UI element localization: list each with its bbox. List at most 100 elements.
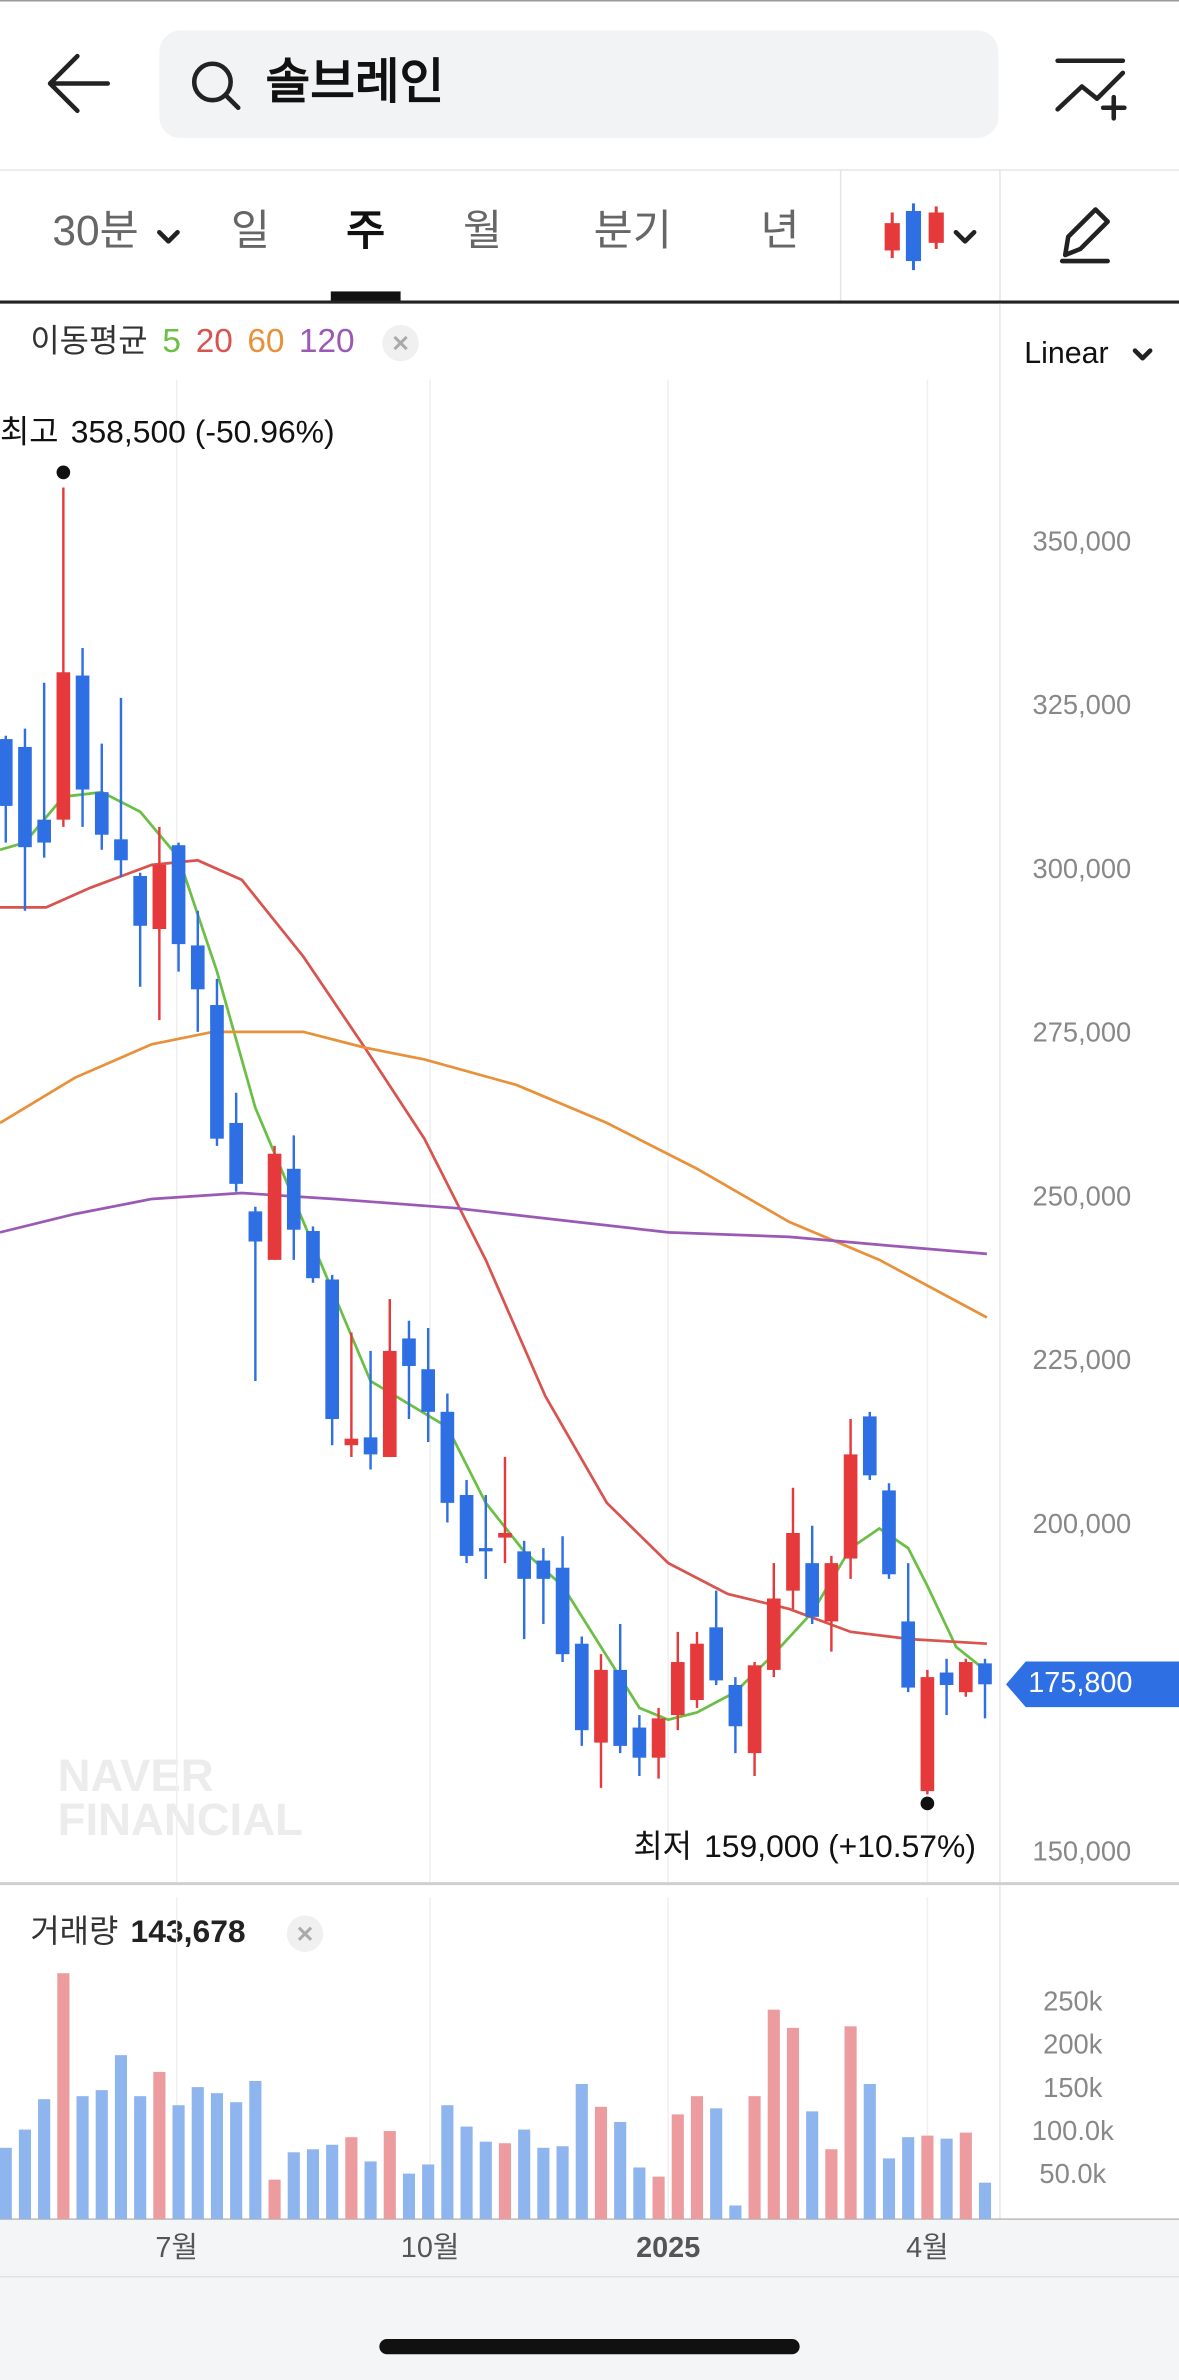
annotation-label: 최고 <box>0 414 59 450</box>
candle-body <box>747 1665 762 1754</box>
candle-body <box>382 1350 397 1458</box>
volume-bar <box>306 2149 320 2220</box>
candle-body <box>805 1563 820 1617</box>
tab-dropdown[interactable] <box>157 229 180 244</box>
candle-body <box>670 1662 685 1716</box>
candle-body <box>152 864 167 930</box>
volume-bar <box>786 2027 800 2220</box>
volume-bar <box>287 2152 300 2220</box>
candle-body <box>114 839 128 861</box>
candle-body <box>306 1231 320 1279</box>
add-indicator-button[interactable] <box>1055 58 1127 121</box>
x-tick-label: 10월 <box>401 2232 460 2264</box>
volume-bar <box>345 2137 358 2220</box>
candle-body <box>478 1548 493 1552</box>
volume-bar <box>0 2147 12 2220</box>
y-tick-label: 225,000 <box>1033 1344 1132 1375</box>
volume-bar <box>652 2176 665 2220</box>
tab[interactable]: 월 <box>463 208 502 255</box>
candle-body <box>613 1669 628 1746</box>
volume-bar <box>863 2083 876 2220</box>
y-tick-label: 325,000 <box>1033 689 1132 720</box>
volume-bar <box>940 2138 953 2220</box>
candle-body <box>786 1533 800 1591</box>
search-text[interactable]: 솔브레인 <box>266 55 445 109</box>
volume-bar <box>806 2111 819 2220</box>
y-tick-label: 150k <box>1043 2072 1103 2103</box>
draw-button[interactable] <box>1059 207 1110 264</box>
candle-body <box>402 1338 416 1366</box>
candle-body <box>286 1168 301 1230</box>
volume-bar <box>882 2158 896 2220</box>
y-tick-label: 250k <box>1043 1985 1103 2016</box>
chart-type-button[interactable] <box>884 203 977 271</box>
volume-bar <box>767 2009 780 2220</box>
icon-candle <box>928 212 944 243</box>
search-box[interactable] <box>159 30 999 139</box>
legend-entry: 5 <box>162 323 181 360</box>
volume-bar <box>95 2090 108 2220</box>
candle-body <box>0 739 13 806</box>
tab-active[interactable]: 주 <box>346 208 385 255</box>
volume-bar <box>57 1973 70 2220</box>
tab[interactable]: 년 <box>760 208 799 255</box>
volume-bar <box>191 2087 204 2220</box>
volume-bar <box>518 2129 531 2220</box>
annotation-text: 159,000 (+10.57%) <box>704 1828 976 1864</box>
scale-mode[interactable]: Linear <box>1024 337 1108 370</box>
volume-bar <box>748 2096 761 2220</box>
tab-underline <box>330 291 401 301</box>
back-button[interactable] <box>47 53 111 114</box>
candle-body <box>517 1551 532 1579</box>
annotation-text: 358,500 (-50.96%) <box>71 414 335 450</box>
volume-bar <box>633 2167 646 2220</box>
candle-body <box>56 672 71 820</box>
volume-bar <box>114 2055 128 2220</box>
x-tick-label: 7월 <box>155 2232 198 2264</box>
high-annotation: 최고 358,500 (-50.96%) <box>0 414 335 450</box>
volume-bar <box>978 2182 992 2220</box>
candle-body <box>248 1211 263 1242</box>
moving-average-line <box>0 858 987 1646</box>
low-marker <box>920 1796 935 1811</box>
moving-average-line <box>0 1191 988 1256</box>
annotation-label: 최저 <box>633 1828 692 1864</box>
candle-body <box>843 1454 858 1559</box>
volume-bar <box>268 2179 281 2220</box>
y-tick-label: 50.0k <box>1039 2158 1106 2189</box>
tab[interactable]: 일 <box>231 208 270 255</box>
y-tick-label: 300,000 <box>1033 853 1132 884</box>
volume-bar <box>38 2099 51 2220</box>
tab[interactable]: 30분 <box>52 208 138 255</box>
y-tick-label: 150,000 <box>1033 1836 1132 1867</box>
y-tick-label: 275,000 <box>1033 1017 1132 1048</box>
volume-bar <box>402 2173 416 2220</box>
icon-candle <box>905 210 922 262</box>
volume-bar <box>364 2161 377 2220</box>
plot: 7월10월20254월150,000175,000200,000225,0002… <box>0 323 1179 2264</box>
close-volume-x <box>297 1926 313 1941</box>
candle-body <box>37 819 51 843</box>
volume-bar <box>825 2149 838 2220</box>
tab[interactable]: 분기 <box>594 208 672 255</box>
y-tick-label: 200,000 <box>1033 1508 1132 1539</box>
candle-body <box>978 1663 992 1685</box>
y-tick-label: 250,000 <box>1033 1180 1132 1211</box>
candle-body <box>766 1598 781 1670</box>
scale-dropdown[interactable] <box>1132 348 1153 361</box>
last-price-label: 175,800 <box>1028 1667 1132 1699</box>
candle-body <box>344 1438 359 1446</box>
watermark: NAVER <box>58 1750 214 1801</box>
candle-body <box>133 875 147 926</box>
candle-body <box>939 1672 954 1685</box>
candle-body <box>325 1279 339 1420</box>
candle-body <box>920 1677 935 1792</box>
legend-title: 이동평균 <box>30 322 147 358</box>
candle-body <box>574 1643 589 1731</box>
volume-bar <box>460 2126 473 2220</box>
volume-bar <box>671 2114 684 2220</box>
watermark: FINANCIAL <box>58 1794 303 1845</box>
volume-bar <box>441 2105 454 2220</box>
